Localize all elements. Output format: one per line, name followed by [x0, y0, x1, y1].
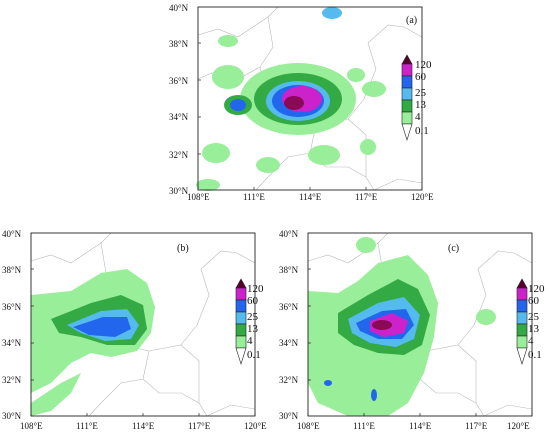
xlabel-b-120: 120°E	[244, 421, 267, 431]
xlabel-b-111: 111°E	[76, 421, 98, 431]
panel-c: 30°N 32°N 34°N 36°N 38°N 40°N 108°E 111°…	[275, 222, 550, 434]
panel-c-precip	[308, 237, 496, 416]
xlabel-c-111: 111°E	[353, 421, 375, 431]
panel-b: 30°N 32°N 34°N 36°N 38°N 40°N 108°E 111°…	[0, 222, 275, 434]
panel-b-label: (b)	[177, 243, 189, 254]
panel-b-map: 30°N 32°N 34°N 36°N 38°N 40°N 108°E 111°…	[2, 229, 267, 431]
cb-c-120: 120	[528, 283, 545, 295]
panel-c-map: 30°N 32°N 34°N 36°N 38°N 40°N 108°E 111°…	[279, 229, 545, 431]
xlabel-b-117: 117°E	[188, 421, 211, 431]
ylabel-36: 36°N	[169, 76, 189, 86]
ylabel-38: 38°N	[169, 39, 189, 49]
panel-a-label: (a)	[406, 15, 417, 26]
xlabel-111: 111°E	[243, 192, 265, 202]
cb-b-60: 60	[247, 295, 259, 307]
panel-a-map: 30°N 32°N 34°N 36°N 38°N 40°N 108°E 111°…	[169, 3, 434, 202]
cb-a-13: 13	[415, 99, 427, 111]
cb-b-13: 13	[247, 323, 259, 335]
xlabel-114: 114°E	[299, 192, 322, 202]
ylabel-32: 32°N	[169, 150, 189, 160]
xlabel-117: 117°E	[355, 192, 378, 202]
xlabel-c-117: 117°E	[465, 421, 488, 431]
colorbar-a: 120 60 25 13 4 0.1	[401, 54, 432, 142]
ylabel-b-38: 38°N	[2, 265, 22, 275]
cb-c-25: 25	[528, 311, 540, 323]
cb-b-0.1: 0.1	[247, 349, 261, 361]
cb-b-120: 120	[247, 283, 264, 295]
xlabel-108: 108°E	[187, 192, 210, 202]
colorbar-b: 120 60 25 13 4 0.1	[235, 278, 264, 366]
ylabel-30: 30°N	[169, 186, 189, 196]
ylabel-c-36: 36°N	[279, 302, 299, 312]
xlabel-b-108: 108°E	[20, 421, 43, 431]
cb-c-60: 60	[528, 295, 540, 307]
xlabel-c-114: 114°E	[409, 421, 432, 431]
cb-b-25: 25	[247, 311, 259, 323]
ylabel-b-30: 30°N	[2, 411, 22, 421]
xlabel-b-114: 114°E	[132, 421, 155, 431]
xlabel-c-120: 120°E	[507, 421, 530, 431]
ylabel-b-34: 34°N	[2, 338, 22, 348]
panel-a-precip	[196, 7, 386, 191]
cb-a-25: 25	[415, 87, 427, 99]
ylabel-40: 40°N	[169, 3, 189, 13]
cb-b-4: 4	[247, 335, 253, 347]
ylabel-34: 34°N	[169, 112, 189, 122]
xlabel-c-108: 108°E	[297, 421, 320, 431]
colorbar-c: 120 60 25 13 4 0.1	[516, 278, 545, 366]
cb-a-4: 4	[415, 111, 421, 123]
ylabel-b-36: 36°N	[2, 302, 22, 312]
ylabel-b-32: 32°N	[2, 375, 22, 385]
cb-c-0.1: 0.1	[528, 349, 542, 361]
cb-c-13: 13	[528, 323, 540, 335]
panel-c-label: (c)	[448, 243, 459, 254]
ylabel-c-32: 32°N	[279, 375, 299, 385]
ylabel-b-40: 40°N	[2, 229, 22, 239]
ylabel-c-38: 38°N	[279, 265, 299, 275]
cb-a-0.1: 0.1	[415, 125, 429, 137]
cb-a-120: 120	[415, 59, 432, 71]
cb-a-60: 60	[415, 71, 427, 83]
ylabel-c-30: 30°N	[279, 411, 299, 421]
ylabel-c-34: 34°N	[279, 338, 299, 348]
ylabel-c-40: 40°N	[279, 229, 299, 239]
cb-c-4: 4	[528, 335, 534, 347]
panel-a: 30°N 32°N 34°N 36°N 38°N 40°N 108°E 111°…	[150, 0, 550, 202]
panel-b-precip	[31, 269, 155, 416]
xlabel-120: 120°E	[411, 192, 434, 202]
